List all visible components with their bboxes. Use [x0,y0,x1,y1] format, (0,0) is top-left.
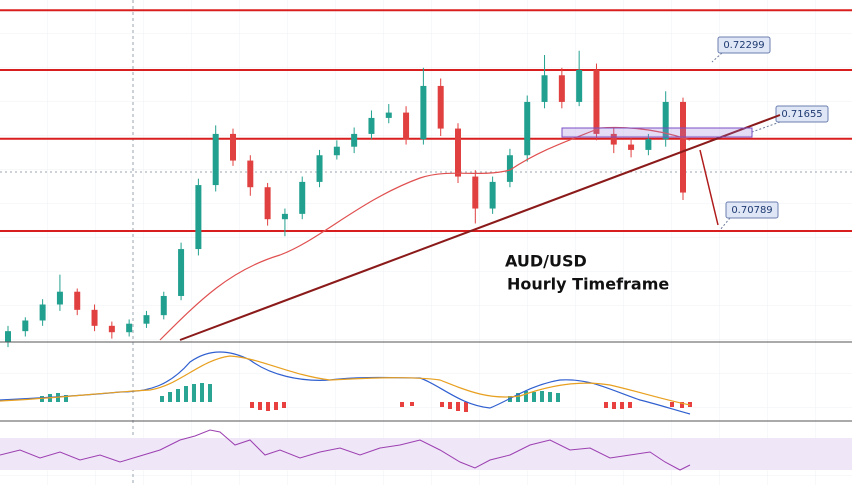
callout-label: 0.72299 [723,40,764,51]
candle-body [506,155,513,182]
chart-title: AUD/USD [505,252,587,271]
callout-label: 0.71655 [781,109,822,120]
candle-body [541,75,548,102]
candle-body [385,112,392,118]
candle-body [576,69,583,102]
candle-body [212,133,219,186]
callout-leader [751,121,781,133]
candle-body [368,117,375,134]
candle-body [628,144,635,150]
candle-body [437,85,444,129]
candle-body [91,309,98,326]
candle-body [593,69,600,134]
candle-body [420,85,427,140]
candle-body [108,325,115,333]
candle-body [403,112,410,140]
candle-body [662,101,669,140]
candle-body [264,187,271,220]
candle-body [489,181,496,209]
candle-body [333,146,340,156]
candle-body [178,249,185,296]
candle-body [645,139,652,150]
candle-body [281,213,288,220]
projection-arrow [699,149,719,226]
candle-body [160,295,167,316]
candle-body [316,155,323,182]
trend-line [179,114,781,341]
candle-body [472,176,479,209]
candle-body [74,291,81,310]
callout-label: 0.70789 [731,205,772,216]
callout-leader [719,217,731,231]
candle-body [524,101,531,156]
candle-body [39,304,46,321]
candle-body [22,320,29,332]
candle-body [143,315,150,324]
candle-body [351,133,358,147]
callout-box [717,36,771,54]
candle-body [56,291,63,305]
candle-body [126,323,133,333]
candle-body [230,133,236,161]
candle-body [5,331,11,342]
chart-subtitle: Hourly Timeframe [507,275,669,294]
candle-body [455,128,461,177]
callout-box [775,105,829,123]
candle-body [299,181,306,214]
candle-body [195,185,202,250]
rsi-line [0,429,691,471]
candle-body [247,160,254,188]
candle-body [558,75,565,102]
signal-line [0,355,691,406]
candle-body [610,133,617,145]
callout-box [725,201,779,219]
macd-histogram-negative [250,402,692,412]
price-pane: 0.72299 0.71655 0.70789 [0,9,852,348]
resistance-zone [561,127,753,138]
candle-body [680,101,686,193]
